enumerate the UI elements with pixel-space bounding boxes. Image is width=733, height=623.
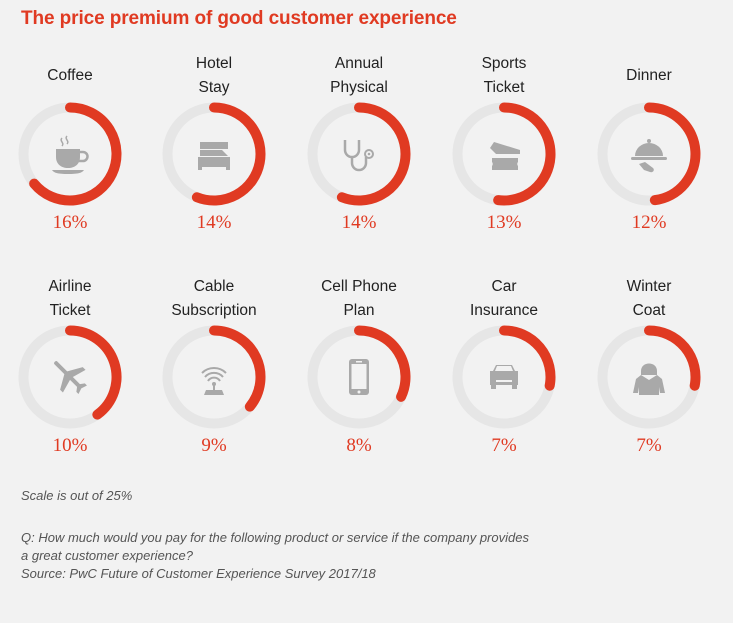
ring-value-arc [65, 325, 122, 420]
ring-value-arc [191, 102, 266, 206]
ring-item: Winter Coat 7% [579, 275, 719, 485]
car-icon [490, 365, 518, 389]
ring-value-arc [209, 325, 266, 412]
item-value-label: 7% [491, 435, 517, 456]
item-label: Dinner [579, 52, 719, 100]
item-label-line: Cable [193, 278, 235, 295]
item-label-line: Annual [334, 55, 384, 72]
item-label-line: Car [491, 278, 517, 295]
progress-ring [307, 102, 411, 206]
item-label: Sports Ticket [434, 52, 574, 100]
item-label: Annual Physical [289, 52, 429, 100]
item-value-label: 7% [636, 435, 662, 456]
serving-cloche-icon [631, 139, 667, 173]
item-label-line: Ticket [483, 79, 525, 96]
item-value-label: 14% [341, 212, 377, 233]
item-label-line: Subscription [171, 302, 257, 319]
item-label: Airline Ticket [0, 275, 140, 323]
item-value-label: 13% [486, 212, 522, 233]
antenna-icon [201, 367, 227, 395]
progress-ring [162, 102, 266, 206]
stethoscope-icon [343, 140, 374, 172]
item-label-line: Coffee [47, 67, 93, 84]
source-note: Source: PwC Future of Customer Experienc… [21, 566, 376, 581]
item-label-line: Plan [343, 302, 375, 319]
item-value-label: 9% [201, 435, 227, 456]
item-label-line: Coat [632, 302, 666, 319]
ticket-icon [490, 142, 520, 170]
item-label: Car Insurance [434, 275, 574, 323]
airplane-icon [54, 361, 87, 394]
ring-item: Dinner 12% [579, 52, 719, 262]
item-value-label: 12% [631, 212, 667, 233]
item-label-line: Dinner [626, 67, 672, 84]
ring-value-arc [354, 325, 411, 402]
ring-value-arc [644, 102, 701, 206]
progress-ring [597, 325, 701, 429]
ring-item: Hotel Stay 14% [144, 52, 284, 262]
ring-item: Annual Physical 14% [289, 52, 429, 262]
coffee-cup-icon [52, 135, 89, 174]
item-value-label: 8% [346, 435, 372, 456]
ring-item: Cable Subscription 9% [144, 275, 284, 485]
bed-icon [198, 142, 230, 170]
question-line-2: a great customer experience? [21, 548, 193, 563]
item-label-line: Ticket [49, 302, 91, 319]
progress-ring [452, 102, 556, 206]
item-value-label: 14% [196, 212, 232, 233]
item-label-line: Cell Phone [321, 278, 397, 295]
progress-ring [307, 325, 411, 429]
item-label-line: Insurance [469, 302, 539, 319]
progress-ring [18, 102, 122, 206]
ring-item: Sports Ticket 13% [434, 52, 574, 262]
question-line-1: Q: How much would you pay for the follow… [21, 530, 529, 545]
item-label-line: Sports [481, 55, 527, 72]
ring-value-arc [493, 102, 556, 206]
item-value-label: 16% [52, 212, 88, 233]
ring-item: Coffee 16% [0, 52, 140, 262]
progress-ring [452, 325, 556, 429]
smartphone-icon [349, 359, 369, 395]
item-label: Cable Subscription [144, 275, 284, 323]
item-label-line: Physical [330, 79, 388, 96]
scale-note: Scale is out of 25% [21, 488, 133, 503]
coat-icon [633, 363, 665, 395]
item-label-line: Airline [48, 278, 92, 295]
ring-value-arc [29, 102, 122, 206]
item-label: Winter Coat [579, 275, 719, 323]
progress-ring [597, 102, 701, 206]
item-label-line: Hotel [195, 55, 233, 72]
item-label: Coffee [0, 52, 140, 100]
progress-ring [162, 325, 266, 429]
ring-item: Cell Phone Plan 8% [289, 275, 429, 485]
item-value-label: 10% [52, 435, 88, 456]
ring-item: Airline Ticket 10% [0, 275, 140, 485]
progress-ring [18, 325, 122, 429]
ring-value-arc [336, 102, 411, 206]
item-label: Cell Phone Plan [289, 275, 429, 323]
item-label-line: Stay [198, 79, 230, 96]
item-label: Hotel Stay [144, 52, 284, 100]
item-label-line: Winter [626, 278, 672, 295]
ring-value-arc [499, 325, 556, 391]
chart-title: The price premium of good customer exper… [21, 8, 457, 29]
ring-value-arc [644, 325, 701, 391]
ring-item: Car Insurance 7% [434, 275, 574, 485]
